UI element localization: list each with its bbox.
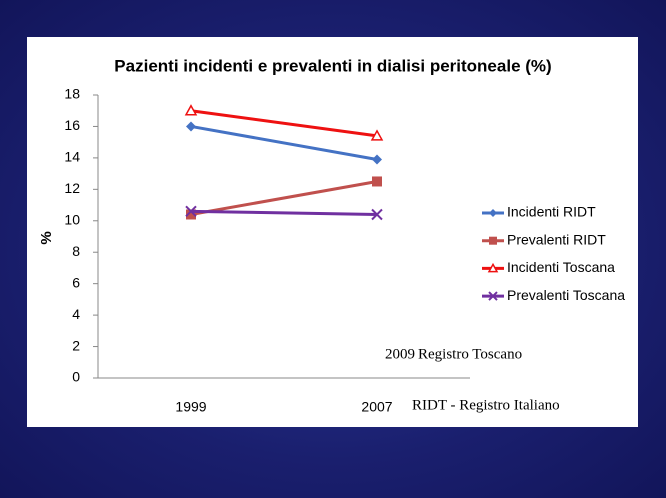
legend-label: Prevalenti RIDT [507,231,606,247]
legend-marker [487,262,499,273]
series-line [190,179,378,216]
x-tick-label: 2007 [361,399,392,415]
marker [371,208,383,221]
series-line [190,209,378,216]
y-tick-label: 12 [64,180,80,196]
y-tick-label: 8 [72,243,80,259]
legend-marker [488,291,498,301]
marker [372,176,382,187]
y-tick-label: 18 [64,86,80,102]
annotation: Registro Toscano [418,346,522,362]
y-tick-label: 2 [72,337,80,353]
chart-panel [27,37,638,427]
y-tick-label: 6 [72,274,80,290]
y-tick-label: 14 [64,149,80,165]
y-tick-label: 16 [64,117,80,133]
marker [372,154,382,165]
y-tick-label: 0 [72,369,80,385]
legend-marker [489,209,497,217]
y-tick-label: 10 [64,211,80,227]
legend-label: Incidenti Toscana [507,259,615,275]
legend-label: Incidenti RIDT [507,204,596,220]
marker [184,104,198,116]
annotation: 2009 [385,346,415,362]
chart-title: Pazienti incidenti e prevalenti in diali… [114,56,551,75]
marker [186,121,196,132]
y-tick-label: 4 [72,306,80,322]
series-line [190,124,378,161]
series-line [190,109,378,138]
legend-marker [489,236,497,245]
annotation: RIDT - Registro Italiano [412,397,560,413]
legend-label: Prevalenti Toscana [507,287,625,303]
x-tick-label: 1999 [175,399,206,415]
y-axis-label: % [38,231,55,244]
marker [185,205,197,218]
marker [186,209,196,220]
marker [370,129,384,141]
